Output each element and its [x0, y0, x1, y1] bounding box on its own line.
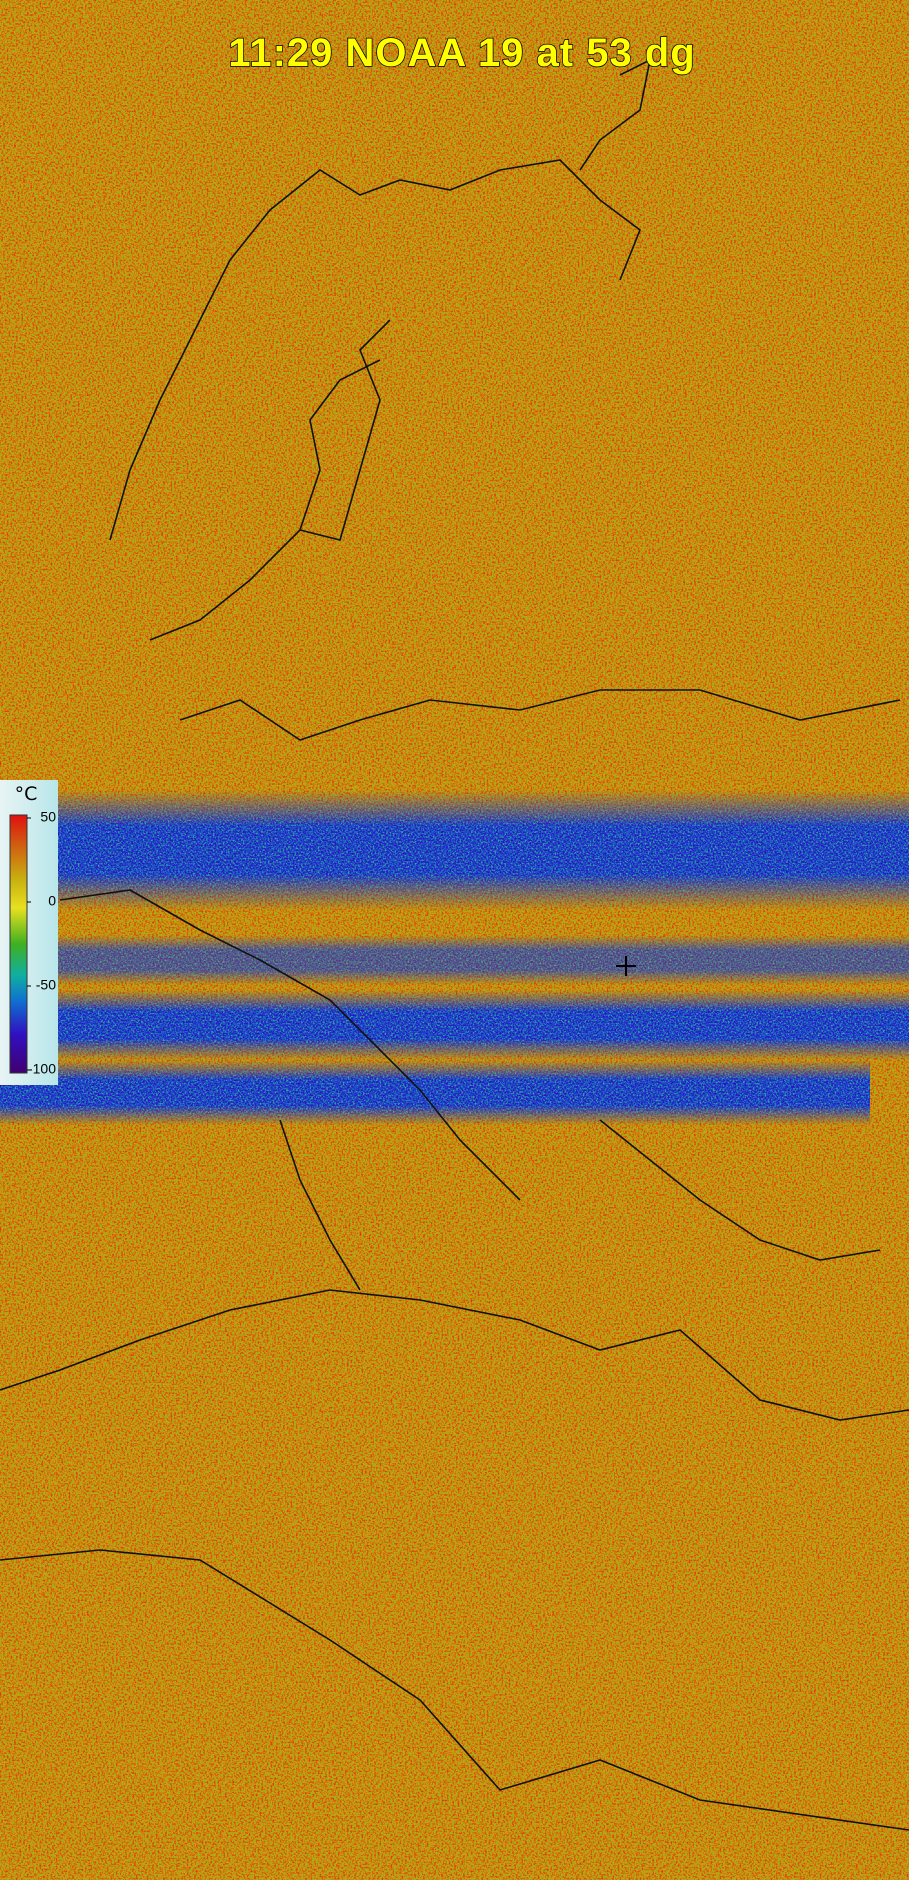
temperature-legend: °C 50 0 -50 -100	[0, 780, 58, 1085]
legend-unit: °C	[15, 783, 38, 805]
legend-tick-label: -50	[36, 977, 56, 993]
color-scale	[9, 814, 28, 1074]
cursor-cross	[616, 956, 636, 976]
legend-panel	[0, 780, 58, 1085]
pass-title: 11:29 NOAA 19 at 53 dg	[228, 31, 695, 75]
legend-tick-label: 50	[40, 809, 56, 825]
legend-tick-label: 0	[48, 893, 56, 909]
cold-cloud-bands	[0, 780, 909, 1140]
coastlines	[0, 58, 909, 1831]
legend-tick-label: -100	[28, 1061, 56, 1077]
